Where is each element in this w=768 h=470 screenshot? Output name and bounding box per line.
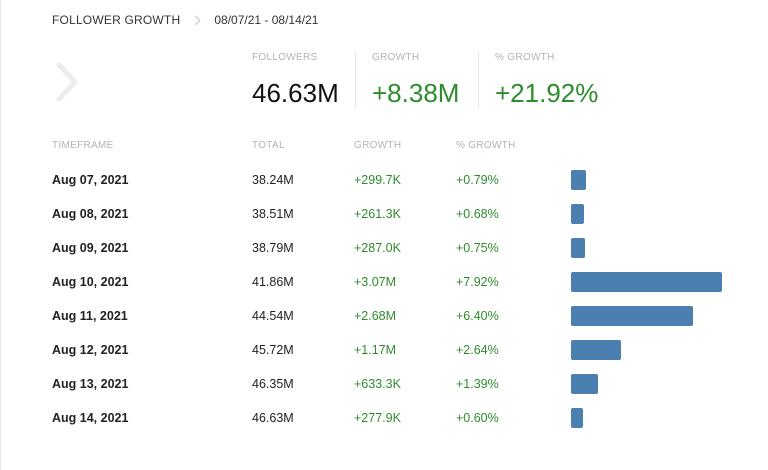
- row-pct-growth: +7.92%: [456, 275, 499, 289]
- table-row: Aug 07, 2021 38.24M +299.7K +0.79%: [1, 163, 768, 197]
- pct-growth-bar: [571, 170, 586, 190]
- row-growth: +3.07M: [354, 275, 397, 289]
- row-growth: +287.0K: [354, 241, 401, 255]
- row-total: 38.79M: [252, 241, 294, 255]
- stat-followers-label: FOLLOWERS: [252, 52, 318, 63]
- row-pct-growth: +2.64%: [456, 343, 499, 357]
- row-total: 38.51M: [252, 207, 294, 221]
- row-date: Aug 10, 2021: [52, 275, 129, 289]
- stat-pct-growth: % GROWTH +21.92%: [495, 52, 598, 112]
- pct-growth-bar: [571, 408, 583, 428]
- pct-growth-bar: [571, 204, 584, 224]
- pct-growth-bar: [571, 238, 585, 258]
- row-total: 46.63M: [252, 411, 294, 425]
- stat-growth: GROWTH +8.38M: [372, 52, 459, 112]
- stat-pct-growth-value: +21.92%: [495, 78, 599, 108]
- row-growth: +299.7K: [354, 173, 401, 187]
- row-date: Aug 11, 2021: [52, 309, 128, 323]
- row-pct-growth: +0.60%: [456, 411, 499, 425]
- stat-growth-value: +8.38M: [372, 78, 460, 108]
- column-header-timeframe: TIMEFRAME: [52, 140, 114, 151]
- table-row: Aug 11, 2021 44.54M +2.68M +6.40%: [1, 299, 768, 333]
- table-row: Aug 14, 2021 46.63M +277.9K +0.60%: [1, 401, 768, 435]
- table-row: Aug 09, 2021 38.79M +287.0K +0.75%: [1, 231, 768, 265]
- table-row: Aug 08, 2021 38.51M +261.3K +0.68%: [1, 197, 768, 231]
- row-date: Aug 08, 2021: [52, 207, 129, 221]
- row-pct-growth: +0.79%: [456, 173, 499, 187]
- row-date: Aug 13, 2021: [52, 377, 129, 391]
- panel-title: FOLLOWER GROWTH: [52, 13, 181, 27]
- stat-growth-label: GROWTH: [372, 52, 420, 63]
- column-header-pct-growth: % GROWTH: [456, 140, 516, 151]
- table-row: Aug 12, 2021 45.72M +1.17M +2.64%: [1, 333, 768, 367]
- row-growth: +633.3K: [354, 377, 401, 391]
- row-growth: +1.17M: [354, 343, 397, 357]
- row-total: 45.72M: [252, 343, 294, 357]
- table-row: Aug 13, 2021 46.35M +633.3K +1.39%: [1, 367, 768, 401]
- row-total: 44.54M: [252, 309, 294, 323]
- chevron-right-icon: [190, 15, 201, 25]
- pct-growth-bar: [571, 374, 598, 394]
- stat-divider: [478, 51, 479, 109]
- row-pct-growth: +6.40%: [456, 309, 499, 323]
- stat-pct-growth-label: % GROWTH: [495, 52, 555, 63]
- row-date: Aug 14, 2021: [52, 411, 129, 425]
- row-date: Aug 07, 2021: [52, 173, 129, 187]
- pct-growth-bar: [571, 272, 722, 292]
- breadcrumb: FOLLOWER GROWTH 08/07/21 - 08/14/21: [52, 12, 318, 28]
- row-growth: +261.3K: [354, 207, 401, 221]
- column-header-total: TOTAL: [252, 140, 285, 151]
- row-pct-growth: +0.68%: [456, 207, 499, 221]
- row-date: Aug 12, 2021: [52, 343, 129, 357]
- row-growth: +277.9K: [354, 411, 401, 425]
- row-pct-growth: +1.39%: [456, 377, 499, 391]
- stat-followers: FOLLOWERS 46.63M: [252, 52, 339, 112]
- column-header-growth: GROWTH: [354, 140, 402, 151]
- pct-growth-bar: [571, 306, 693, 326]
- table-row: Aug 10, 2021 41.86M +3.07M +7.92%: [1, 265, 768, 299]
- pct-growth-bar: [571, 340, 621, 360]
- row-total: 38.24M: [252, 173, 294, 187]
- row-date: Aug 09, 2021: [52, 241, 129, 255]
- row-total: 41.86M: [252, 275, 294, 289]
- next-chevron-icon[interactable]: [47, 62, 87, 102]
- stat-followers-value: 46.63M: [252, 78, 339, 108]
- date-range[interactable]: 08/07/21 - 08/14/21: [214, 13, 319, 27]
- row-total: 46.35M: [252, 377, 294, 391]
- row-growth: +2.68M: [354, 309, 397, 323]
- row-pct-growth: +0.75%: [456, 241, 499, 255]
- stat-divider: [355, 51, 356, 109]
